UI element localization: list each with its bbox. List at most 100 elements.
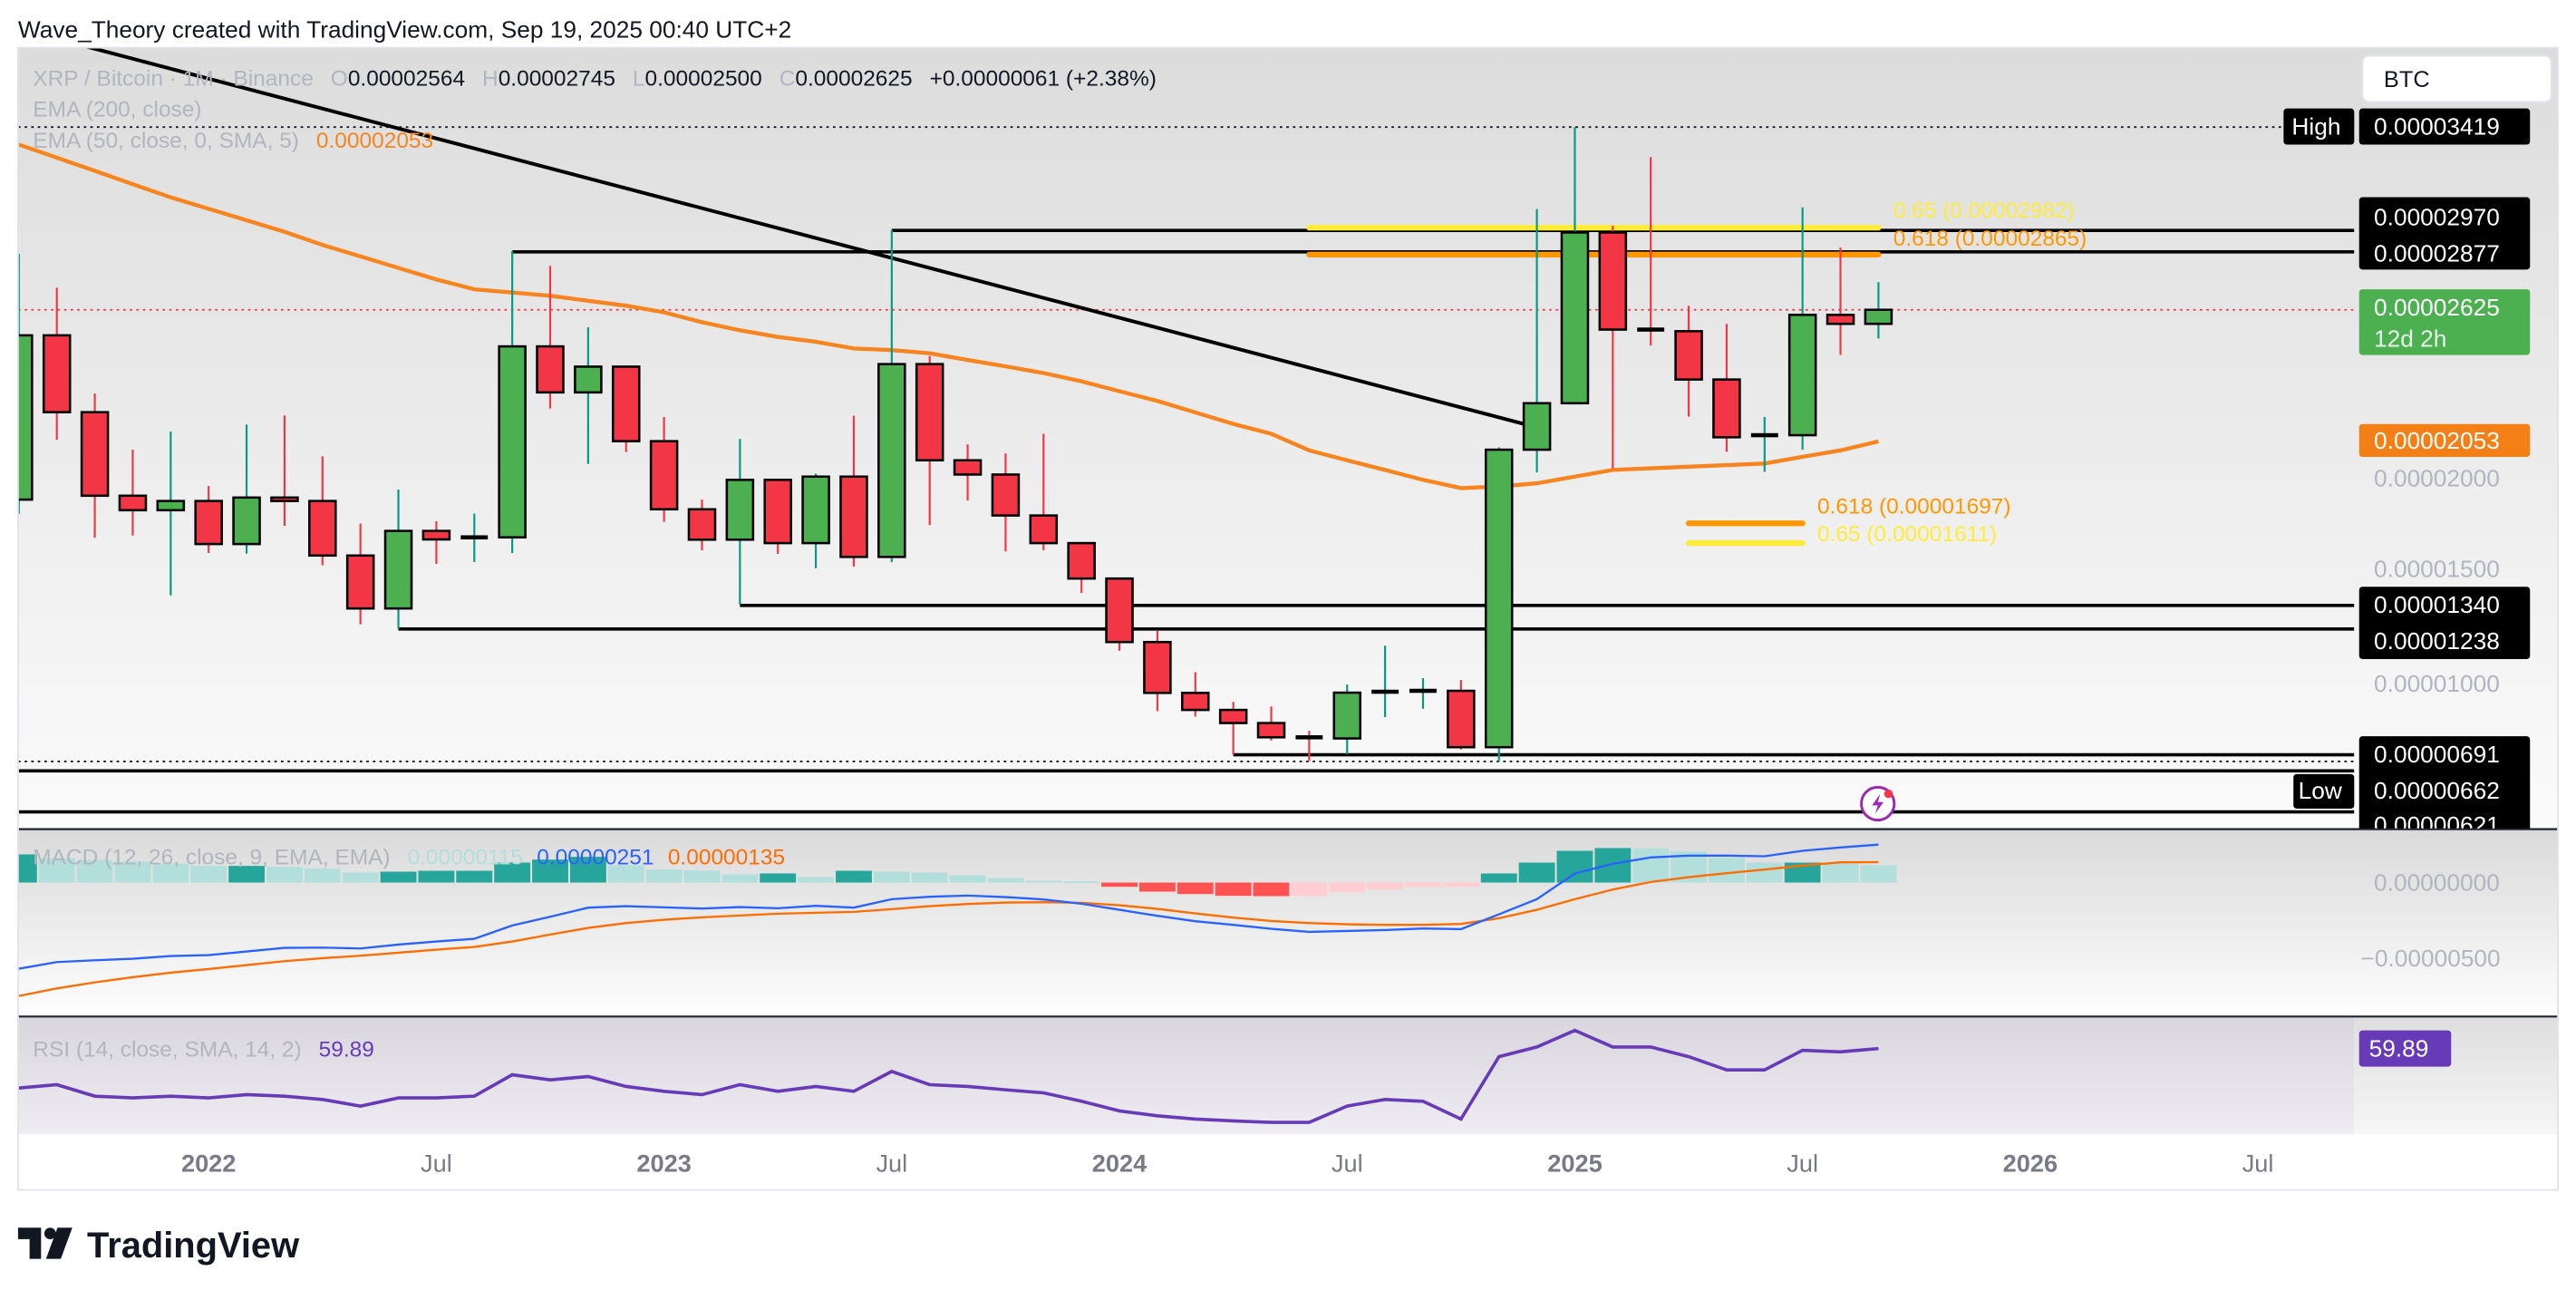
candle[interactable] (725, 439, 755, 605)
macd-histogram-value: 0.00000115 (407, 846, 522, 870)
rsi-legend[interactable]: RSI (14, close, SMA, 14, 2) 59.89 (33, 1034, 374, 1063)
candle[interactable] (80, 393, 110, 538)
ema50-price-label: 0.00002053 (2374, 427, 2500, 454)
candle[interactable] (1825, 247, 1855, 355)
candle[interactable] (1712, 324, 1741, 452)
candle[interactable] (839, 415, 868, 567)
candle[interactable] (194, 486, 223, 554)
candle[interactable] (156, 431, 186, 596)
candle[interactable] (1218, 702, 1248, 755)
macd-histogram-bar (1138, 882, 1176, 892)
candle[interactable] (460, 513, 489, 562)
candle[interactable] (1674, 306, 1703, 417)
candle[interactable] (1029, 433, 1059, 550)
time-axis[interactable] (17, 1133, 2559, 1190)
candle[interactable] (1864, 282, 1893, 339)
candle[interactable] (1750, 417, 1778, 472)
candle-body (1029, 514, 1059, 545)
candle[interactable] (1787, 207, 1817, 451)
time-axis-labels: 2022 Jul 2023 Jul 2024 Jul 2025 Jul 2026 Jul (181, 1150, 2274, 1178)
candle[interactable] (763, 479, 792, 555)
trendline[interactable] (19, 29, 1538, 430)
candle[interactable] (536, 266, 565, 409)
candle-body (345, 554, 375, 610)
candle[interactable] (611, 365, 641, 452)
candle[interactable] (1256, 706, 1286, 741)
fib-level-label: 0.65 (0.00001611) (1817, 522, 1997, 547)
main-pane[interactable] (17, 47, 2559, 829)
macd-histogram-bar (1291, 882, 1328, 897)
candle[interactable] (1067, 541, 1096, 594)
candle[interactable] (345, 523, 375, 625)
symbol-legend[interactable]: XRP / Bitcoin · 1M · Binance O0.00002564… (33, 63, 1157, 92)
macd-legend[interactable]: MACD (12, 26, close, 9, EMA, EMA) 0.0000… (33, 842, 785, 871)
candle[interactable] (42, 287, 72, 441)
ema50-legend[interactable]: EMA (50, close, 0, SMA, 5) 0.00002053 (33, 125, 433, 154)
candle-body (1560, 231, 1590, 405)
candle[interactable] (421, 520, 451, 564)
candle[interactable] (1447, 680, 1476, 750)
candle[interactable] (991, 453, 1021, 552)
candle[interactable] (118, 450, 148, 536)
candle[interactable] (1598, 226, 1628, 469)
candle[interactable] (649, 417, 679, 522)
candle[interactable] (1637, 157, 1665, 346)
candle-body (1371, 689, 1399, 694)
candle-body (953, 459, 983, 476)
candle[interactable] (383, 489, 413, 629)
open-label: O (331, 66, 348, 91)
candle-body (232, 496, 261, 546)
candle[interactable] (1560, 127, 1590, 405)
candle[interactable] (1484, 447, 1514, 762)
close-label: C (780, 66, 796, 91)
candle[interactable] (308, 456, 337, 566)
open-value: 0.00002564 (348, 66, 465, 91)
time-axis-label: 2022 (181, 1150, 236, 1178)
candle[interactable] (1295, 731, 1323, 762)
rsi-axis-label: 59.89 (2369, 1035, 2429, 1062)
time-axis-label: Jul (1332, 1150, 1363, 1178)
candle[interactable] (801, 473, 830, 568)
macd-histogram (17, 848, 1897, 897)
candle-body (649, 440, 679, 511)
rsi-badge (2358, 1030, 2452, 1067)
candle[interactable] (574, 327, 603, 464)
macd-histogram-bar (1860, 865, 1897, 883)
macd-histogram-bar (1632, 848, 1670, 883)
change-value: +0.00000061 (+2.38%) (930, 66, 1157, 91)
candle-body (1256, 722, 1286, 739)
candle[interactable] (687, 500, 717, 550)
time-axis-label: Jul (1787, 1150, 1818, 1178)
candle-body (991, 473, 1021, 517)
macd-value: 0.00000251 (537, 846, 654, 870)
macd-histogram-bar (17, 854, 37, 883)
macd-histogram-bar (114, 861, 151, 883)
candle[interactable] (1522, 209, 1552, 473)
price-axis[interactable]: 0.00002000 0.00001500 0.00001000 High 0.… (2283, 108, 2531, 839)
candle[interactable] (498, 250, 527, 554)
candle[interactable] (1143, 631, 1172, 712)
lightning-events-icon[interactable] (1860, 785, 1896, 822)
candle[interactable] (1332, 684, 1362, 754)
candle[interactable] (953, 444, 983, 501)
macd-histogram-bar (1101, 882, 1138, 888)
candle[interactable] (232, 424, 261, 554)
candle[interactable] (1105, 577, 1134, 651)
macd-histogram-bar (1367, 882, 1404, 890)
ema200-legend[interactable]: EMA (200, close) (33, 98, 201, 122)
macd-histogram-bar (645, 869, 683, 883)
candle[interactable] (1409, 678, 1437, 709)
time-axis-label: 2023 (636, 1150, 691, 1178)
candle[interactable] (1371, 645, 1399, 717)
candle-body (1181, 692, 1210, 712)
rsi-pane[interactable] (17, 1017, 2355, 1134)
candle[interactable] (877, 229, 906, 563)
candle[interactable] (915, 355, 944, 526)
currency-button[interactable]: BTC (2361, 54, 2552, 103)
candle[interactable] (270, 415, 299, 527)
candle[interactable] (1181, 672, 1210, 717)
candle-body (118, 494, 148, 512)
candle-body (1332, 691, 1362, 740)
